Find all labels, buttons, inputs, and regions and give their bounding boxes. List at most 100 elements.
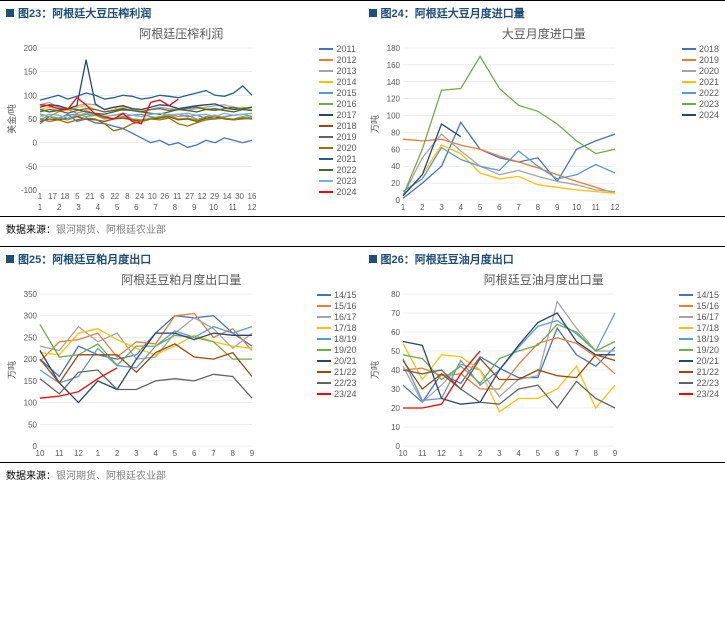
legend-item: 15/16 (679, 301, 719, 311)
svg-text:0: 0 (33, 139, 38, 148)
legend-item: 2024 (682, 110, 719, 120)
svg-text:6: 6 (134, 203, 139, 212)
source-row-1: 数据来源：银河期货、阿根廷农业部 (0, 216, 725, 246)
svg-text:5: 5 (477, 203, 482, 212)
svg-text:10: 10 (398, 449, 407, 458)
svg-text:160: 160 (386, 61, 400, 70)
source-label: 数据来源： (6, 225, 56, 236)
svg-text:350: 350 (24, 290, 38, 299)
svg-text:1: 1 (400, 203, 405, 212)
svg-text:24: 24 (135, 192, 144, 201)
legend-item: 18/19 (317, 334, 357, 344)
bullet-icon (369, 9, 377, 17)
svg-text:4: 4 (516, 449, 521, 458)
legend-item: 15/16 (317, 301, 357, 311)
svg-text:100: 100 (386, 112, 400, 121)
svg-text:70: 70 (391, 309, 400, 318)
svg-text:1: 1 (96, 449, 101, 458)
chart-25: 050100150200250300350万吨101112123456789 (6, 290, 313, 460)
svg-text:200: 200 (24, 44, 38, 53)
svg-text:6: 6 (497, 203, 502, 212)
legend-item: 2021 (682, 77, 719, 87)
svg-text:4: 4 (153, 449, 158, 458)
svg-text:12: 12 (198, 192, 207, 201)
svg-text:万吨: 万吨 (6, 361, 17, 379)
svg-text:6: 6 (192, 449, 197, 458)
legend-item: 17/18 (317, 323, 357, 333)
legend-item: 19/20 (679, 345, 719, 355)
legend-26: 14/1515/1616/1717/1818/1919/2020/2121/22… (675, 290, 719, 460)
svg-text:12: 12 (610, 203, 618, 212)
legend-item: 2022 (319, 165, 356, 175)
legend-item: 21/22 (679, 367, 719, 377)
legend-item: 2018 (682, 44, 719, 54)
svg-text:50: 50 (28, 115, 37, 124)
svg-text:60: 60 (391, 145, 400, 154)
legend-item: 2015 (319, 88, 356, 98)
svg-text:11: 11 (55, 449, 64, 458)
svg-text:180: 180 (386, 44, 400, 53)
legend-item: 2012 (319, 55, 356, 65)
legend-item: 20/21 (317, 356, 357, 366)
bullet-icon (6, 9, 14, 17)
svg-text:5: 5 (115, 203, 120, 212)
svg-text:5: 5 (173, 449, 178, 458)
page: 图23：阿根廷大豆压榨利润 阿根廷压榨利润 -100-5005010015020… (0, 0, 725, 492)
legend-23: 2011201220132014201520162017201820192020… (315, 44, 356, 214)
svg-text:万吨: 万吨 (369, 115, 380, 133)
legend-item: 16/17 (317, 312, 357, 322)
legend-item: 2021 (319, 154, 356, 164)
legend-item: 2018 (319, 121, 356, 131)
svg-text:50: 50 (391, 347, 400, 356)
svg-text:万吨: 万吨 (369, 361, 380, 379)
bullet-icon (369, 255, 377, 263)
chart-title: 阿根廷压榨利润 (6, 25, 357, 42)
svg-text:200: 200 (24, 355, 38, 364)
svg-text:1: 1 (38, 203, 43, 212)
legend-item: 2023 (682, 99, 719, 109)
svg-text:250: 250 (24, 333, 38, 342)
svg-text:100: 100 (24, 91, 38, 100)
legend-item: 21/22 (317, 367, 357, 377)
svg-text:27: 27 (185, 192, 194, 201)
svg-text:120: 120 (386, 95, 400, 104)
svg-text:29: 29 (210, 192, 219, 201)
legend-item: 20/21 (679, 356, 719, 366)
svg-text:7: 7 (574, 449, 579, 458)
svg-text:3: 3 (134, 449, 139, 458)
svg-text:8: 8 (593, 449, 598, 458)
svg-text:11: 11 (418, 449, 427, 458)
svg-text:2: 2 (115, 449, 120, 458)
svg-text:30: 30 (235, 192, 244, 201)
chart-title: 阿根廷豆油月度出口量 (369, 271, 720, 288)
svg-text:140: 140 (386, 78, 400, 87)
svg-text:1: 1 (38, 192, 43, 201)
svg-text:150: 150 (24, 377, 38, 386)
svg-text:40: 40 (391, 162, 400, 171)
svg-text:2: 2 (477, 449, 482, 458)
figure-label: 图25：阿根廷豆粕月度出口 (18, 251, 151, 267)
legend-item: 2019 (319, 132, 356, 142)
chart-24: 020406080100120140160180万吨12345678910111… (369, 44, 678, 214)
chart-23: -100-50050100150200美金/吨11718521622824102… (6, 44, 315, 214)
svg-text:18: 18 (60, 192, 69, 201)
source-row-2: 数据来源：银河期货、阿根廷农业部 (0, 462, 725, 492)
legend-item: 19/20 (317, 345, 357, 355)
legend-item: 14/15 (317, 290, 357, 300)
chart-26: 01020304050607080万吨101112123456789 (369, 290, 676, 460)
legend-item: 2016 (319, 99, 356, 109)
svg-text:17: 17 (48, 192, 57, 201)
svg-text:4: 4 (458, 203, 463, 212)
svg-text:30: 30 (391, 385, 400, 394)
svg-text:9: 9 (554, 203, 559, 212)
svg-text:-100: -100 (21, 186, 38, 195)
svg-text:16: 16 (248, 192, 256, 201)
legend-item: 2023 (319, 176, 356, 186)
svg-text:50: 50 (28, 420, 37, 429)
svg-text:100: 100 (24, 399, 38, 408)
svg-text:-50: -50 (25, 162, 37, 171)
legend-item: 18/19 (679, 334, 719, 344)
svg-text:12: 12 (74, 449, 83, 458)
panel-24: 图24：阿根廷大豆月度进口量 大豆月度进口量 02040608010012014… (363, 1, 725, 216)
legend-item: 17/18 (679, 323, 719, 333)
